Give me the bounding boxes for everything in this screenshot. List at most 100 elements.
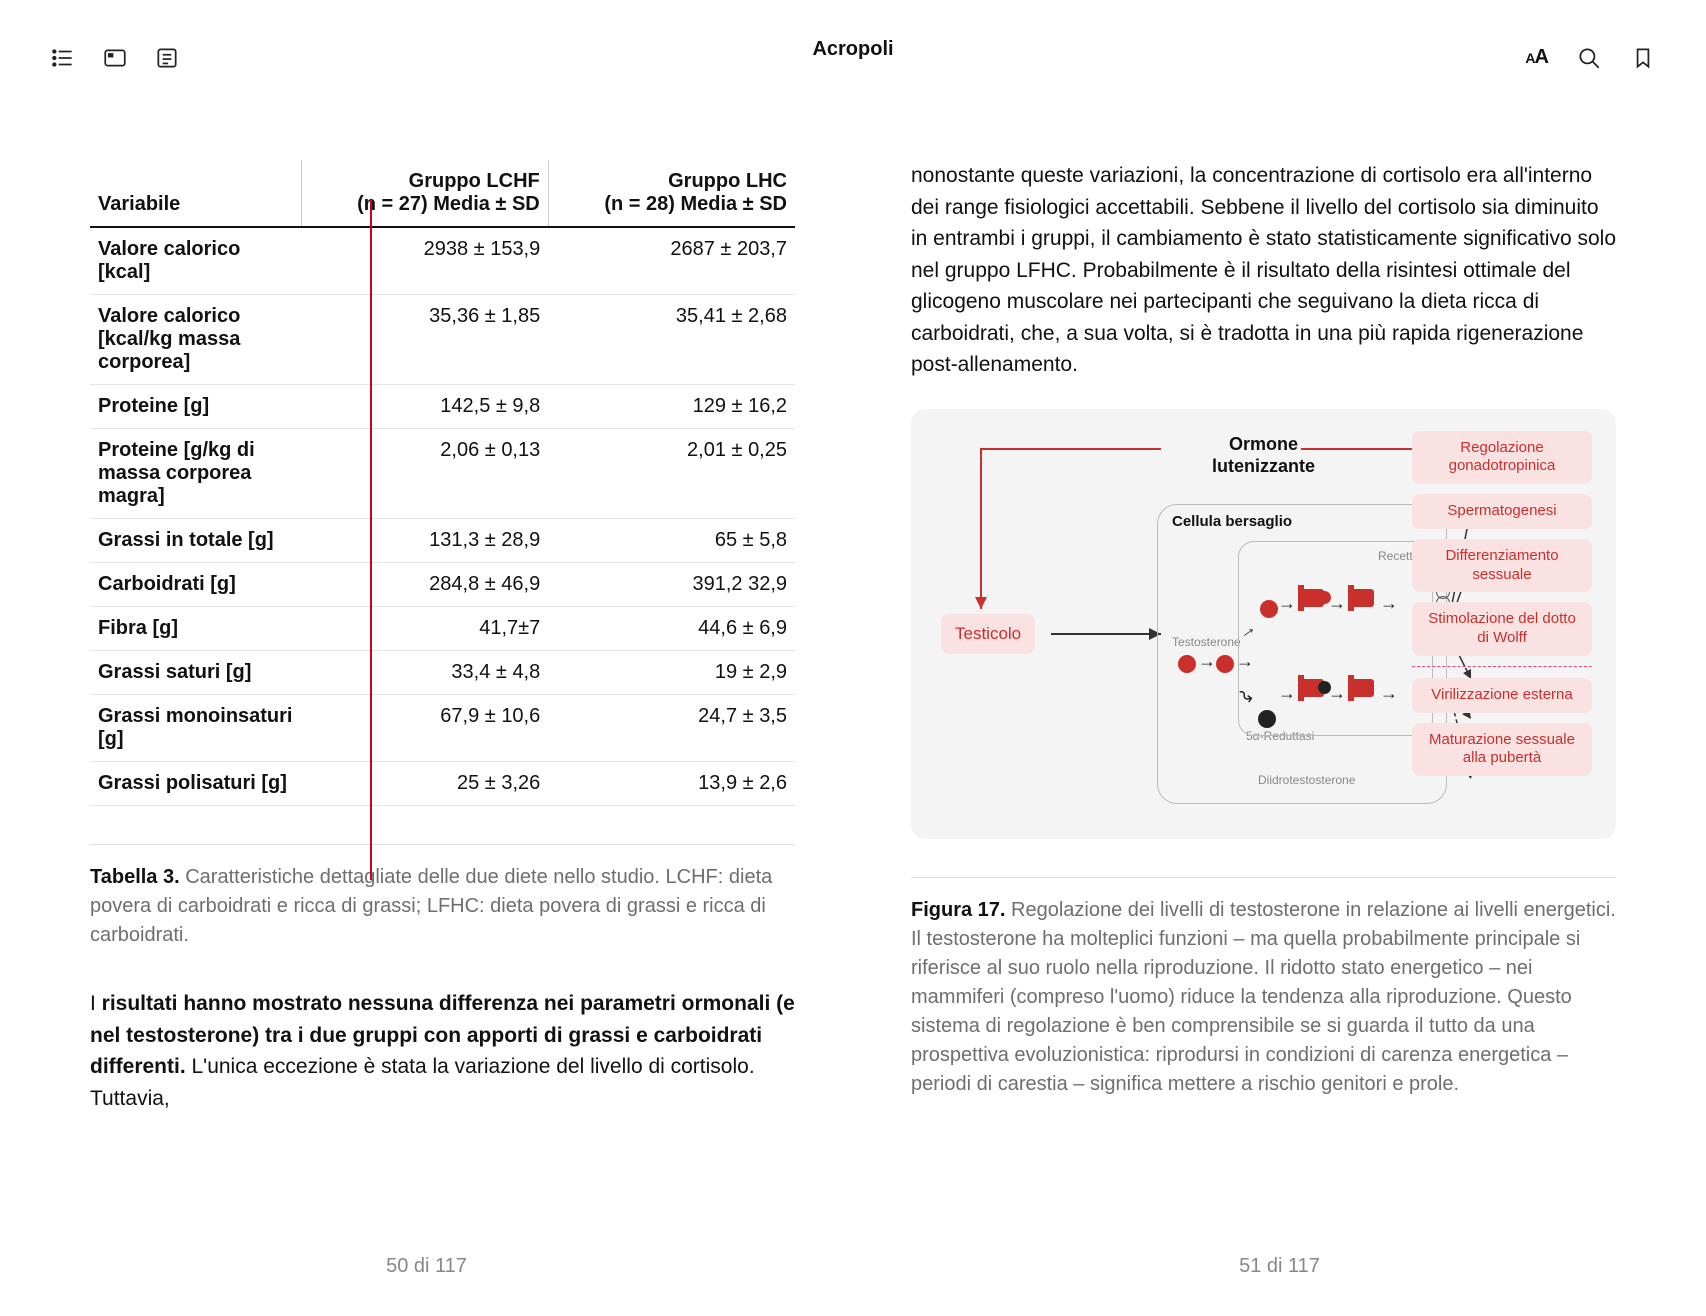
diagram-outcome: Stimolazione del dotto di Wolff	[1412, 602, 1592, 656]
cell-group1: 41,7±7	[302, 607, 549, 651]
data-table: Variabile Gruppo LCHF (n = 27) Media ± S…	[90, 160, 795, 806]
table-row: Proteine [g/kg di massa corporea magra]2…	[90, 429, 795, 519]
cell-group1: 25 ± 3,26	[302, 762, 549, 806]
cell-group1: 131,3 ± 28,9	[302, 519, 549, 563]
table-caption: Tabella 3. Caratteristiche dettagliate d…	[90, 844, 795, 950]
cell-group2: 2687 ± 203,7	[548, 227, 795, 295]
diagram-outcome: Maturazione sessuale alla pubertà	[1412, 723, 1592, 777]
figure-label: Figura 17.	[911, 899, 1005, 921]
cell-group2: 391,2 32,9	[548, 563, 795, 607]
arrow-icon: →	[1198, 651, 1216, 672]
right-continuation-paragraph: nonostante queste variazioni, la concent…	[911, 160, 1616, 381]
table-row: Proteine [g]142,5 ± 9,8129 ± 16,2	[90, 385, 795, 429]
testosterone-dot-3	[1260, 600, 1278, 618]
cell-group1: 67,9 ± 10,6	[302, 695, 549, 762]
arrow-icon: →	[1236, 651, 1254, 672]
bookmark-icon[interactable]	[1630, 45, 1656, 71]
dht-dot-1	[1258, 710, 1276, 728]
diagram-outcome: Virilizzazione esterna	[1412, 678, 1592, 713]
lead-char: I	[90, 992, 102, 1015]
figure-caption: Figura 17. Regolazione dei livelli di te…	[911, 877, 1616, 1099]
col-group2-name: Gruppo LHC	[668, 170, 787, 192]
table-row: Carboidrati [g]284,8 ± 46,9391,2 32,9	[90, 563, 795, 607]
table-row: Grassi saturi [g]33,4 ± 4,819 ± 2,9	[90, 651, 795, 695]
page-number-right: 51 di 117	[853, 1255, 1706, 1278]
testosterone-label: Testosterone	[1172, 635, 1241, 649]
cell-group2: 2,01 ± 0,25	[548, 429, 795, 519]
cell-group2: 35,41 ± 2,68	[548, 295, 795, 385]
cell-group2: 65 ± 5,8	[548, 519, 795, 563]
search-icon[interactable]	[1576, 45, 1602, 71]
cell-group1: 33,4 ± 4,8	[302, 651, 549, 695]
caption-text: Caratteristiche dettagliate delle due di…	[90, 866, 772, 946]
figure-text: Regolazione dei livelli di testosterone …	[911, 899, 1616, 1095]
diagram-title-2: lutenizzante	[1212, 456, 1315, 476]
cell-variable: Valore calorico [kcal]	[90, 227, 302, 295]
table-row: Fibra [g]41,7±744,6 ± 6,9	[90, 607, 795, 651]
book-title: Acropoli	[812, 38, 893, 61]
diagram-outcomes: Regolazione gonadotropinica Spermatogenes…	[1412, 431, 1592, 777]
cell-group1: 35,36 ± 1,85	[302, 295, 549, 385]
arrow-icon: →	[1278, 683, 1296, 704]
receptor-2	[1348, 585, 1374, 611]
table-row: Valore calorico [kcal/kg massa corporea]…	[90, 295, 795, 385]
caption-label: Tabella 3.	[90, 866, 180, 888]
cell-bersaglio-label: Cellula bersaglio	[1172, 513, 1292, 531]
toolbar-right: AA	[1525, 45, 1656, 71]
left-body-paragraph: I risultati hanno mostrato nessuna diffe…	[90, 988, 795, 1114]
cell-variable: Grassi monoinsaturi [g]	[90, 695, 302, 762]
diagram-outcome: Spermatogenesi	[1412, 494, 1592, 529]
cell-variable: Grassi saturi [g]	[90, 651, 302, 695]
cell-group2: 19 ± 2,9	[548, 651, 795, 695]
hormone-diagram: Ormone lutenizzante	[911, 409, 1616, 839]
text-size-icon[interactable]: AA	[1525, 46, 1548, 69]
cell-group1: 2938 ± 153,9	[302, 227, 549, 295]
page-number-left: 50 di 117	[0, 1255, 853, 1278]
testicolo-label: Testicolo	[941, 614, 1035, 654]
diidrotestosterone-label: Diidrotestosterone	[1258, 773, 1355, 787]
col-variable: Variabile	[90, 160, 302, 227]
col-group2-sub: (n = 28) Media ± SD	[604, 193, 787, 215]
testosterone-dot-1	[1178, 655, 1196, 673]
page-right: nonostante queste variazioni, la concent…	[853, 160, 1706, 1316]
outcome-dashed-separator	[1412, 666, 1592, 668]
diagram-title-1: Ormone	[1229, 434, 1298, 454]
arrow-icon: →	[1328, 683, 1346, 704]
arrow-icon: →	[1328, 593, 1346, 614]
cell-variable: Grassi polisaturi [g]	[90, 762, 302, 806]
cell-group2: 13,9 ± 2,6	[548, 762, 795, 806]
cell-variable: Valore calorico [kcal/kg massa corporea]	[90, 295, 302, 385]
page-view-icon[interactable]	[102, 45, 128, 71]
reader-toolbar: Acropoli AA	[0, 0, 1706, 115]
page-left: Variabile Gruppo LCHF (n = 27) Media ± S…	[0, 160, 853, 1316]
arrow-icon: →	[1380, 593, 1398, 614]
cell-variable: Carboidrati [g]	[90, 563, 302, 607]
cell-group2: 24,7 ± 3,5	[548, 695, 795, 762]
col-group1-sub: (n = 27) Media ± SD	[357, 193, 540, 215]
target-cell-box: Cellula bersaglio Recettore Testosterone…	[1157, 504, 1447, 804]
cell-variable: Grassi in totale [g]	[90, 519, 302, 563]
cell-group1: 142,5 ± 9,8	[302, 385, 549, 429]
arrow-icon: →	[1380, 683, 1398, 704]
diagram-outcome: Differenziamento sessuale	[1412, 539, 1592, 593]
toc-icon[interactable]	[50, 45, 76, 71]
testosterone-dot-2	[1216, 655, 1234, 673]
cell-variable: Fibra [g]	[90, 607, 302, 651]
diagram-title: Ormone lutenizzante	[1212, 433, 1315, 478]
diagram-outcome: Regolazione gonadotropinica	[1412, 431, 1592, 485]
body-rest: L'unica eccezione è stata la variazione …	[90, 1055, 755, 1110]
table-row: Grassi in totale [g]131,3 ± 28,965 ± 5,8	[90, 519, 795, 563]
cell-group1: 2,06 ± 0,13	[302, 429, 549, 519]
table-row: Grassi monoinsaturi [g]67,9 ± 10,624,7 ±…	[90, 695, 795, 762]
book-spread: Variabile Gruppo LCHF (n = 27) Media ± S…	[0, 160, 1706, 1316]
arrow-icon: →	[1278, 593, 1296, 614]
table-row: Grassi polisaturi [g]25 ± 3,2613,9 ± 2,6	[90, 762, 795, 806]
notes-icon[interactable]	[154, 45, 180, 71]
cell-nucleus	[1238, 541, 1433, 736]
cell-variable: Proteine [g]	[90, 385, 302, 429]
table-row: Valore calorico [kcal]2938 ± 153,92687 ±…	[90, 227, 795, 295]
cell-variable: Proteine [g/kg di massa corporea magra]	[90, 429, 302, 519]
cell-group2: 129 ± 16,2	[548, 385, 795, 429]
cell-group1: 284,8 ± 46,9	[302, 563, 549, 607]
col-group2: Gruppo LHC (n = 28) Media ± SD	[548, 160, 795, 227]
